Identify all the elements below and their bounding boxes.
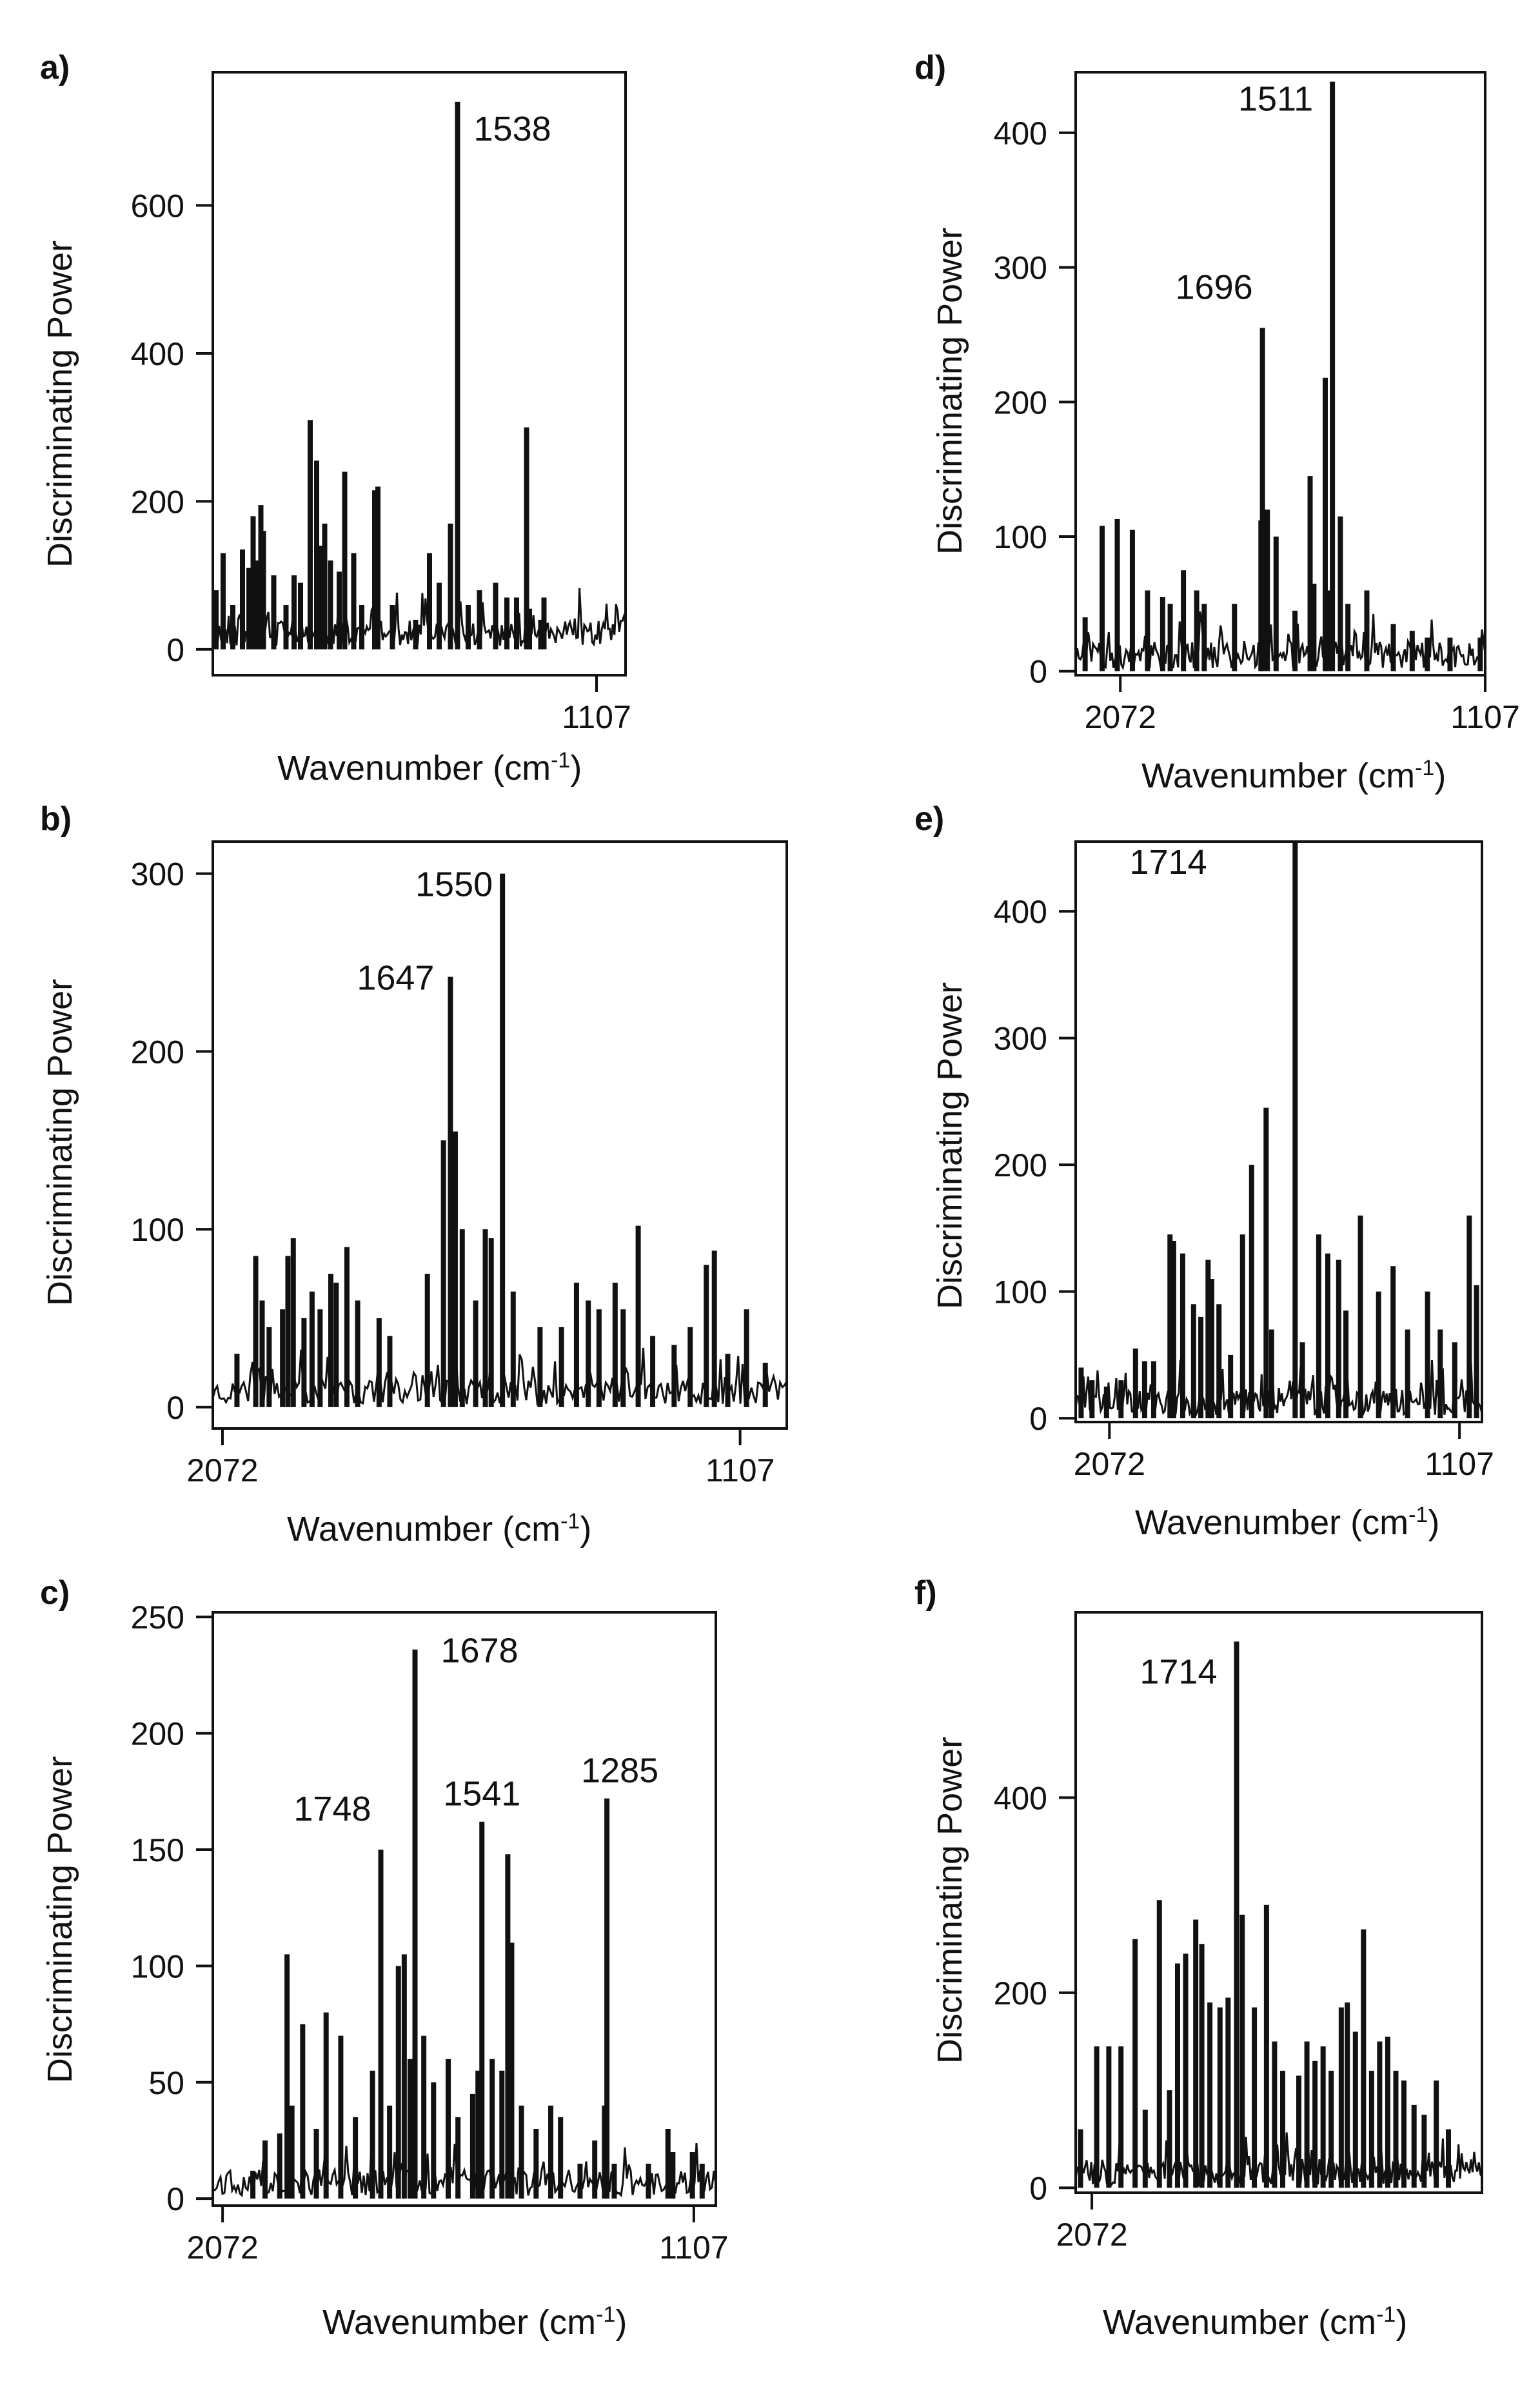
plot-frame-f [1074,1611,1483,2194]
y-tick-label-c-2: 100 [131,1948,184,1984]
x-tick-label-d-0: 2072 [1085,699,1156,735]
y-tick-label-a-0: 0 [166,632,184,668]
x-tick-label-b-0: 2072 [186,1452,258,1488]
peak-annotation-c-1: 1748 [293,1790,371,1828]
y-tick-label-b-3: 300 [131,856,184,893]
peak-annotation-b-1: 1647 [357,959,434,998]
panel-label-f: f) [914,1574,937,1612]
x-tick-label-e-0: 2072 [1074,1446,1145,1482]
y-tick-label-b-1: 100 [131,1212,184,1248]
baseline-noise-a [213,588,626,648]
y-tick-label-f-1: 200 [994,1975,1047,2011]
peak-annotation-e-0: 1714 [1130,843,1207,882]
x-tick-label-c-1: 1107 [659,2229,729,2266]
peak-annotation-c-0: 1678 [441,1632,518,1670]
x-tick-label-b-1: 1107 [706,1452,775,1488]
plot-frame-a [212,71,627,677]
series-e [1076,842,1482,1419]
x-tick-label-a-0: 1107 [562,699,631,735]
x-axis-label-b: Wavenumber (cm-1) [287,1509,592,1548]
panel-label-c: c) [40,1574,70,1612]
y-tick-label-d-4: 400 [994,115,1047,152]
series-c [213,1649,716,2199]
peak-annotation-c-3: 1285 [581,1752,658,1790]
baseline-noise-d [1076,611,1485,671]
y-tick-label-d-0: 0 [1029,654,1047,690]
panel-label-e: e) [914,800,945,838]
y-tick-label-e-2: 200 [994,1147,1047,1183]
x-axis-label-c: Wavenumber (cm-1) [322,2302,627,2342]
peak-annotation-a-0: 1538 [474,110,551,148]
series-b [213,873,787,1407]
plot-frame-e [1074,840,1483,1423]
x-axis-label-f: Wavenumber (cm-1) [1103,2302,1408,2342]
plot-frame-c [212,1611,717,2207]
x-tick-label-d-1: 1107 [1450,699,1520,735]
peak-annotation-d-1: 1696 [1176,268,1253,307]
series-a [213,101,626,649]
panel-label-b: b) [40,800,72,838]
peak-annotation-d-0: 1511 [1238,80,1313,119]
x-tick-label-f-0: 2072 [1056,2217,1127,2253]
y-tick-label-e-0: 0 [1029,1401,1047,1437]
x-axis-label-a: Wavenumber (cm-1) [277,748,582,787]
y-tick-label-b-0: 0 [166,1390,184,1426]
y-tick-label-f-0: 0 [1029,2170,1047,2206]
x-axis-label-e: Wavenumber (cm-1) [1135,1503,1440,1542]
plot-frame-b [212,840,788,1430]
y-tick-label-b-2: 200 [131,1034,184,1070]
y-tick-label-a-3: 600 [131,188,184,224]
series-f [1076,1641,1482,2188]
y-tick-label-c-5: 250 [131,1599,184,1636]
panel-label-d: d) [914,49,947,86]
y-tick-label-c-4: 200 [131,1716,184,1752]
y-tick-label-d-2: 200 [994,384,1047,420]
y-tick-label-e-4: 400 [994,894,1047,930]
plot-frame-d [1074,71,1486,677]
peak-annotation-b-0: 1550 [415,865,493,904]
panel-label-a: a) [40,49,70,86]
y-tick-label-a-1: 200 [131,484,184,520]
y-tick-label-e-1: 100 [994,1274,1047,1310]
y-tick-label-c-3: 150 [131,1832,184,1868]
y-tick-label-c-1: 50 [148,2065,184,2101]
baseline-noise-c [213,2140,716,2198]
x-axis-label-d: Wavenumber (cm-1) [1141,756,1446,795]
peak-annotation-f-0: 1714 [1140,1652,1217,1691]
y-tick-label-d-1: 100 [994,519,1047,555]
y-tick-label-f-2: 400 [994,1780,1047,1816]
y-tick-label-a-2: 400 [131,336,184,372]
series-d [1076,81,1485,671]
y-tick-label-d-3: 300 [994,250,1047,286]
peak-annotation-c-2: 1541 [443,1775,520,1814]
y-tick-label-c-0: 0 [166,2181,184,2217]
y-tick-label-e-3: 300 [994,1021,1047,1057]
x-tick-label-c-0: 2072 [187,2229,259,2266]
x-tick-label-e-1: 1107 [1425,1446,1494,1482]
